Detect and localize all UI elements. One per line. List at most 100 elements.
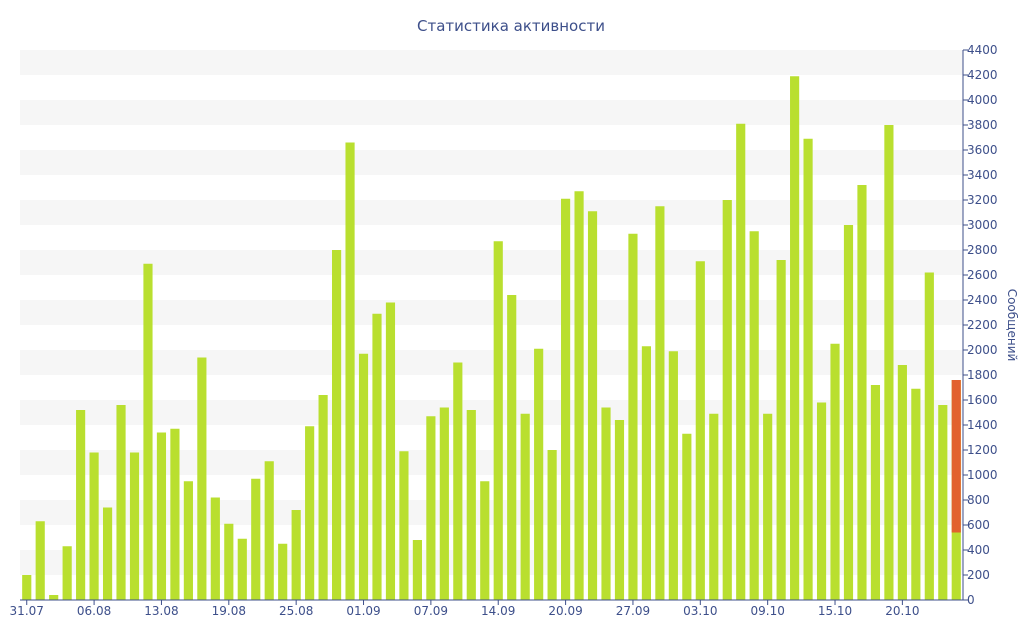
x-tick-label: 20.10 xyxy=(885,604,919,618)
bar xyxy=(736,123,746,600)
bar xyxy=(170,428,180,600)
bar xyxy=(237,538,247,600)
y-tick-label: 3400 xyxy=(967,168,998,182)
bar xyxy=(534,348,544,600)
bar xyxy=(318,395,328,600)
bar xyxy=(129,452,140,600)
y-tick-label: 1400 xyxy=(967,418,998,432)
x-tick-label: 14.09 xyxy=(481,604,515,618)
y-tick-label: 2400 xyxy=(967,293,998,307)
grid-band xyxy=(20,50,963,75)
y-tick-label: 3600 xyxy=(967,143,998,157)
y-tick-label: 200 xyxy=(967,568,990,582)
bar xyxy=(35,521,45,600)
bar xyxy=(22,575,32,600)
bar xyxy=(763,413,773,600)
bar xyxy=(76,410,86,600)
bar xyxy=(507,295,517,600)
bar xyxy=(224,523,234,600)
bar xyxy=(897,365,907,600)
bar xyxy=(251,478,261,600)
bars-group xyxy=(22,76,961,600)
y-tick-label: 2000 xyxy=(967,343,998,357)
bar xyxy=(561,198,571,600)
y-tick-label: 600 xyxy=(967,518,990,532)
bar xyxy=(655,206,665,600)
x-tick-label: 27.09 xyxy=(616,604,650,618)
bar xyxy=(776,260,786,600)
bar xyxy=(601,407,611,600)
y-tick-label: 0 xyxy=(967,593,975,607)
bar xyxy=(924,272,934,600)
y-tick-label: 3200 xyxy=(967,193,998,207)
bar xyxy=(197,357,207,600)
bar xyxy=(830,343,840,600)
x-tick-label: 06.08 xyxy=(77,604,111,618)
bar xyxy=(305,426,315,600)
bar xyxy=(345,142,355,600)
y-tick-label: 3000 xyxy=(967,218,998,232)
bar xyxy=(385,302,396,600)
chart-title: Статистика активности xyxy=(417,17,605,35)
bar xyxy=(628,233,638,600)
x-tick-label: 25.08 xyxy=(279,604,313,618)
bar xyxy=(870,385,881,600)
bar xyxy=(574,191,584,600)
bar xyxy=(466,410,476,600)
bar xyxy=(358,353,369,600)
y-tick-label: 1000 xyxy=(967,468,998,482)
bar xyxy=(453,362,463,600)
bar xyxy=(291,510,301,600)
x-tick-label: 15.10 xyxy=(818,604,852,618)
grid-band xyxy=(20,350,963,375)
x-tick-label: 13.08 xyxy=(144,604,178,618)
bar xyxy=(938,405,948,600)
x-tick-label: 09.10 xyxy=(750,604,784,618)
y-axis-ticks: 0 200 400 600 800 1000 1200 1400 1600 1800 2000 220… xyxy=(963,43,998,607)
y-tick-label: 3800 xyxy=(967,118,998,132)
bar xyxy=(426,416,436,600)
bar xyxy=(331,250,342,600)
y-tick-label: 2200 xyxy=(967,318,998,332)
x-axis-ticks: 31.07 06.08 13.08 19.08 25.08 01.09 07.09 14.09… xyxy=(10,600,920,618)
y-tick-label: 1600 xyxy=(967,393,998,407)
x-tick-label: 01.09 xyxy=(346,604,380,618)
x-tick-label: 19.08 xyxy=(212,604,246,618)
bar xyxy=(641,346,652,600)
bar xyxy=(520,413,530,600)
bar xyxy=(480,481,490,600)
x-tick-label: 20.09 xyxy=(548,604,582,618)
bar xyxy=(412,540,422,600)
bar xyxy=(547,450,557,600)
y-tick-label: 4000 xyxy=(967,93,998,107)
bar xyxy=(722,200,732,600)
y-tick-label: 2600 xyxy=(967,268,998,282)
bar xyxy=(884,125,894,600)
grid-band xyxy=(20,200,963,225)
y-tick-label: 2800 xyxy=(967,243,998,257)
grid-band xyxy=(20,300,963,325)
bar xyxy=(399,451,409,600)
bar xyxy=(372,313,382,600)
y-tick-label: 800 xyxy=(967,493,990,507)
bar xyxy=(682,433,692,600)
y-tick-label: 1800 xyxy=(967,368,998,382)
bar xyxy=(493,241,503,600)
y-tick-label: 4400 xyxy=(967,43,998,57)
x-tick-label: 03.10 xyxy=(683,604,717,618)
bar xyxy=(587,211,598,600)
bar xyxy=(695,261,705,600)
bar xyxy=(143,263,153,600)
grid-band xyxy=(20,250,963,275)
bar xyxy=(89,452,99,600)
bar-highlight-segment xyxy=(951,380,961,533)
y-tick-label: 4200 xyxy=(967,68,998,82)
bar xyxy=(816,402,827,600)
y-axis-title: Сообщений xyxy=(1005,289,1019,362)
bar xyxy=(857,185,867,600)
bar xyxy=(439,407,449,600)
bar xyxy=(210,497,220,600)
bar xyxy=(264,461,274,600)
bar xyxy=(62,546,72,600)
